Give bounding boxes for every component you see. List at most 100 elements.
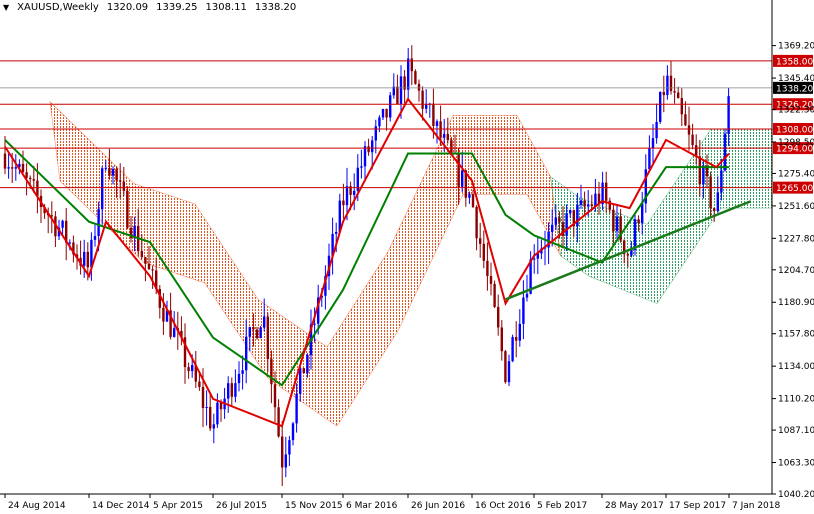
- candle-body: [651, 138, 655, 149]
- y-tick-label: 1322.30: [778, 106, 814, 116]
- candle-body: [86, 251, 89, 268]
- candle-body: [212, 424, 215, 429]
- level-label-box: [773, 98, 813, 111]
- candle-body: [691, 134, 694, 146]
- candle-body: [626, 254, 629, 256]
- candle-body: [716, 192, 719, 211]
- candle-body: [122, 181, 125, 191]
- candle-body: [655, 121, 658, 139]
- candle-body: [284, 454, 287, 468]
- candle-body: [709, 176, 712, 209]
- y-tick-label: 1134.00: [778, 362, 814, 372]
- candle-body: [677, 92, 680, 99]
- candle-body: [414, 71, 417, 84]
- candle-body: [158, 289, 161, 308]
- candle-body: [702, 165, 705, 185]
- y-tick-label: 1251.60: [778, 202, 814, 212]
- candle-body: [302, 368, 305, 374]
- candle-body: [457, 153, 460, 187]
- candle-body: [572, 210, 575, 227]
- candle-body: [684, 114, 687, 126]
- candle-body: [248, 327, 251, 337]
- candle-body: [68, 242, 71, 244]
- candle-body: [349, 186, 352, 195]
- candle-body: [331, 233, 334, 256]
- y-tick-label: 1180.90: [778, 298, 814, 308]
- candle-body: [104, 167, 107, 169]
- candle-body: [493, 283, 496, 307]
- candle-body: [324, 276, 327, 296]
- candle-body: [641, 203, 644, 224]
- candle-body: [129, 227, 133, 239]
- candle-body: [720, 170, 723, 193]
- candle-body: [252, 327, 255, 330]
- candle-body: [108, 167, 111, 176]
- candle-body: [565, 213, 568, 236]
- candle-body: [266, 316, 269, 360]
- candle-body: [291, 423, 295, 441]
- candle-body: [648, 148, 651, 170]
- candle-body: [245, 336, 248, 371]
- candle-body: [371, 140, 374, 153]
- candle-body: [93, 236, 97, 240]
- candle-body: [140, 251, 143, 258]
- candle-body: [288, 440, 291, 455]
- candle-body: [277, 407, 280, 437]
- candle-body: [594, 193, 597, 207]
- candle-body: [144, 257, 147, 264]
- candle-body: [367, 146, 370, 153]
- candle-body: [219, 402, 223, 410]
- candle-body: [662, 91, 665, 96]
- candle-body: [115, 169, 118, 181]
- close-value: 1338.20: [254, 2, 297, 13]
- candle-body: [561, 222, 565, 236]
- candle-body: [605, 182, 608, 201]
- candle-body: [551, 224, 554, 232]
- candle-body: [191, 365, 194, 372]
- candle-body: [335, 231, 338, 234]
- candle-body: [162, 307, 165, 322]
- candle-body: [695, 145, 698, 157]
- candle-body: [273, 384, 277, 408]
- candle-body: [353, 190, 356, 195]
- candle-body: [407, 58, 410, 90]
- x-tick-label: 5 Feb 2017: [537, 501, 587, 511]
- candle-body: [169, 310, 172, 337]
- candle-body: [630, 249, 633, 256]
- candle-body: [669, 75, 673, 92]
- candle-body: [522, 297, 525, 324]
- candle-body: [515, 337, 518, 341]
- candle-body: [374, 126, 377, 141]
- candle-body: [680, 98, 683, 115]
- candle-body: [227, 383, 230, 399]
- x-tick-label: 5 Apr 2015: [153, 501, 203, 511]
- candle-body: [403, 76, 406, 90]
- candle-body: [471, 194, 475, 207]
- candle-body: [698, 156, 701, 185]
- candle-body: [583, 200, 586, 207]
- y-tick-label: 1110.20: [778, 395, 814, 405]
- candle-body: [313, 323, 316, 325]
- x-tick-label: 26 Jul 2015: [216, 501, 267, 511]
- candle-body: [525, 293, 529, 298]
- candle-body: [18, 163, 21, 168]
- y-tick-label: 1087.10: [778, 426, 814, 436]
- candle-body: [342, 200, 345, 206]
- candle-body: [705, 165, 709, 177]
- candle-body: [97, 209, 100, 237]
- candle-body: [497, 306, 500, 328]
- candle-body: [317, 297, 320, 324]
- candle-body: [259, 327, 262, 339]
- candle-body: [623, 240, 626, 255]
- triangle-down-icon[interactable]: ▼: [3, 3, 10, 12]
- level-label-box: [773, 123, 813, 136]
- candle-body: [443, 134, 446, 138]
- candle-body: [173, 328, 176, 337]
- candle-body: [666, 75, 669, 96]
- candle-body: [187, 367, 190, 372]
- support-trendline[interactable]: [505, 200, 752, 301]
- candle-body: [435, 121, 439, 126]
- candle-body: [378, 117, 381, 127]
- candle-body: [356, 167, 359, 191]
